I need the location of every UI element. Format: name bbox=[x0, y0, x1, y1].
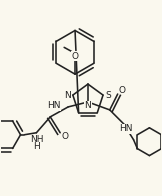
Text: O: O bbox=[62, 132, 69, 141]
Text: HN: HN bbox=[47, 102, 60, 110]
Text: S: S bbox=[105, 91, 111, 100]
Text: NH: NH bbox=[30, 135, 43, 144]
Text: O: O bbox=[72, 52, 79, 61]
Text: H: H bbox=[33, 142, 40, 151]
Text: O: O bbox=[118, 86, 125, 94]
Text: HN: HN bbox=[119, 124, 132, 133]
Text: N: N bbox=[64, 91, 71, 100]
Text: N: N bbox=[85, 102, 91, 110]
